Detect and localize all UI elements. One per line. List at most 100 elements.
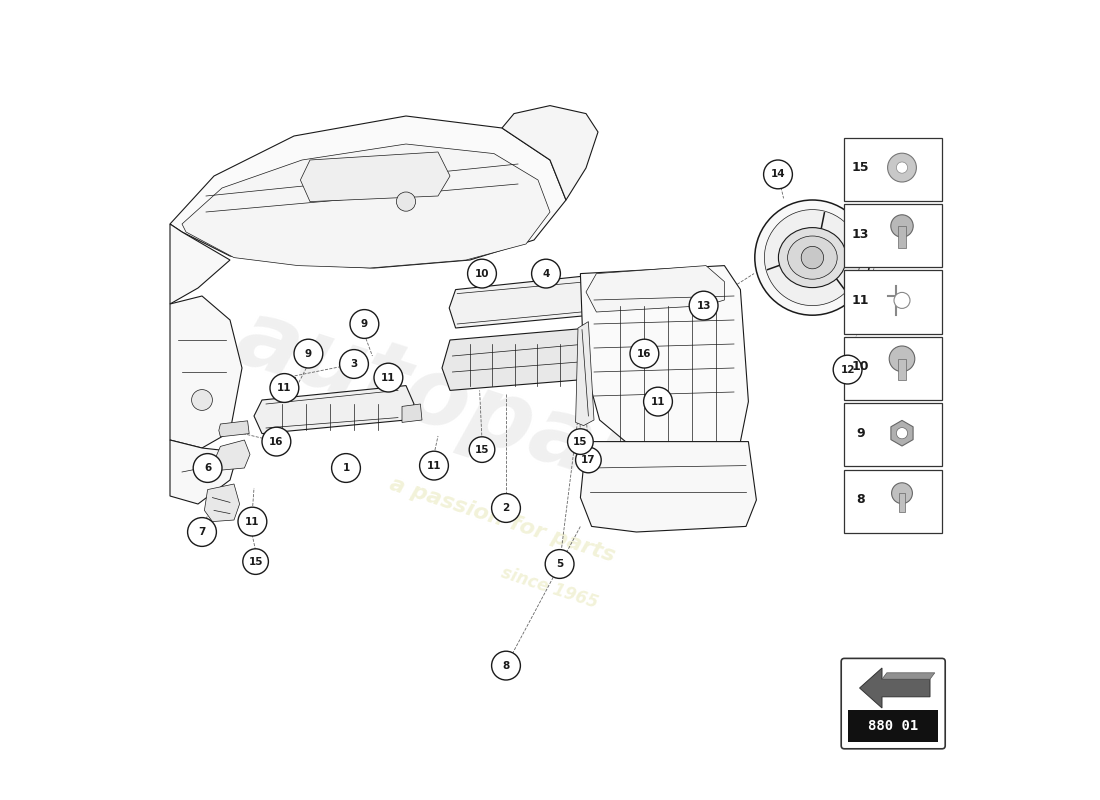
Polygon shape — [859, 668, 930, 708]
Circle shape — [889, 346, 915, 371]
Polygon shape — [581, 266, 748, 450]
Text: 16: 16 — [637, 349, 651, 358]
Circle shape — [891, 214, 913, 238]
Text: 2: 2 — [503, 503, 509, 513]
Text: 9: 9 — [305, 349, 312, 358]
FancyBboxPatch shape — [848, 710, 938, 742]
Polygon shape — [170, 116, 566, 268]
Circle shape — [568, 429, 593, 454]
Polygon shape — [170, 224, 230, 304]
Circle shape — [294, 339, 322, 368]
Circle shape — [492, 651, 520, 680]
Polygon shape — [575, 322, 594, 426]
Text: 15: 15 — [249, 557, 263, 566]
Polygon shape — [300, 152, 450, 202]
FancyBboxPatch shape — [899, 493, 905, 512]
Circle shape — [243, 549, 268, 574]
Circle shape — [764, 210, 860, 306]
Circle shape — [492, 494, 520, 522]
Text: 9: 9 — [856, 426, 865, 440]
Text: 17: 17 — [581, 455, 596, 465]
Text: 880 01: 880 01 — [868, 718, 918, 733]
Text: Audi: Audi — [364, 172, 384, 182]
FancyBboxPatch shape — [845, 470, 942, 533]
Circle shape — [690, 291, 718, 320]
Text: 8: 8 — [503, 661, 509, 670]
Text: 9: 9 — [361, 319, 368, 329]
Polygon shape — [449, 274, 614, 328]
Circle shape — [763, 160, 792, 189]
Ellipse shape — [788, 236, 837, 279]
Text: 15: 15 — [851, 161, 869, 174]
Text: 14: 14 — [771, 170, 785, 179]
Circle shape — [270, 374, 299, 402]
Text: 15: 15 — [573, 437, 587, 446]
Circle shape — [350, 310, 378, 338]
Text: 11: 11 — [851, 294, 869, 307]
Circle shape — [546, 550, 574, 578]
Text: 5: 5 — [556, 559, 563, 569]
Circle shape — [896, 427, 907, 439]
Text: 16: 16 — [270, 437, 284, 446]
FancyBboxPatch shape — [898, 358, 906, 380]
Circle shape — [470, 437, 495, 462]
Circle shape — [630, 339, 659, 368]
Text: a passion for parts: a passion for parts — [387, 474, 617, 566]
Circle shape — [188, 518, 217, 546]
Circle shape — [238, 507, 267, 536]
FancyBboxPatch shape — [845, 204, 942, 267]
Text: 11: 11 — [381, 373, 396, 382]
Text: 11: 11 — [245, 517, 260, 526]
Circle shape — [419, 451, 449, 480]
Polygon shape — [254, 386, 414, 434]
Circle shape — [892, 483, 912, 504]
Text: 4: 4 — [542, 269, 550, 278]
FancyBboxPatch shape — [898, 226, 906, 248]
Circle shape — [468, 259, 496, 288]
Circle shape — [191, 390, 212, 410]
Circle shape — [644, 387, 672, 416]
Circle shape — [888, 154, 916, 182]
Text: 13: 13 — [851, 227, 869, 241]
Polygon shape — [502, 106, 598, 200]
Text: 13: 13 — [696, 301, 711, 310]
Polygon shape — [272, 374, 296, 398]
Circle shape — [396, 192, 416, 211]
Text: 15: 15 — [475, 445, 490, 454]
Circle shape — [755, 200, 870, 315]
Circle shape — [194, 454, 222, 482]
Ellipse shape — [779, 227, 846, 287]
Polygon shape — [586, 266, 725, 312]
Text: 10: 10 — [475, 269, 490, 278]
Text: 11: 11 — [277, 383, 292, 393]
Text: 8: 8 — [856, 493, 865, 506]
FancyBboxPatch shape — [845, 337, 942, 400]
Circle shape — [801, 246, 824, 269]
Circle shape — [331, 454, 361, 482]
Polygon shape — [182, 144, 550, 268]
Text: 1: 1 — [342, 463, 350, 473]
Circle shape — [374, 363, 403, 392]
Polygon shape — [170, 296, 242, 448]
Polygon shape — [581, 442, 757, 532]
Polygon shape — [614, 338, 642, 358]
Text: 6: 6 — [204, 463, 211, 473]
Polygon shape — [882, 673, 935, 679]
Text: 11: 11 — [651, 397, 666, 406]
FancyBboxPatch shape — [845, 138, 942, 201]
FancyBboxPatch shape — [842, 658, 945, 749]
FancyBboxPatch shape — [845, 270, 942, 334]
Polygon shape — [609, 294, 628, 309]
Text: 7: 7 — [198, 527, 206, 537]
Text: 12: 12 — [840, 365, 855, 374]
FancyBboxPatch shape — [845, 403, 942, 466]
Circle shape — [531, 259, 560, 288]
Circle shape — [340, 350, 368, 378]
Circle shape — [896, 162, 907, 174]
Text: 3: 3 — [351, 359, 358, 369]
Polygon shape — [216, 440, 250, 470]
Text: since 1965: since 1965 — [499, 564, 601, 612]
Text: autoparts: autoparts — [224, 292, 748, 540]
Text: 11: 11 — [427, 461, 441, 470]
Circle shape — [894, 293, 910, 309]
